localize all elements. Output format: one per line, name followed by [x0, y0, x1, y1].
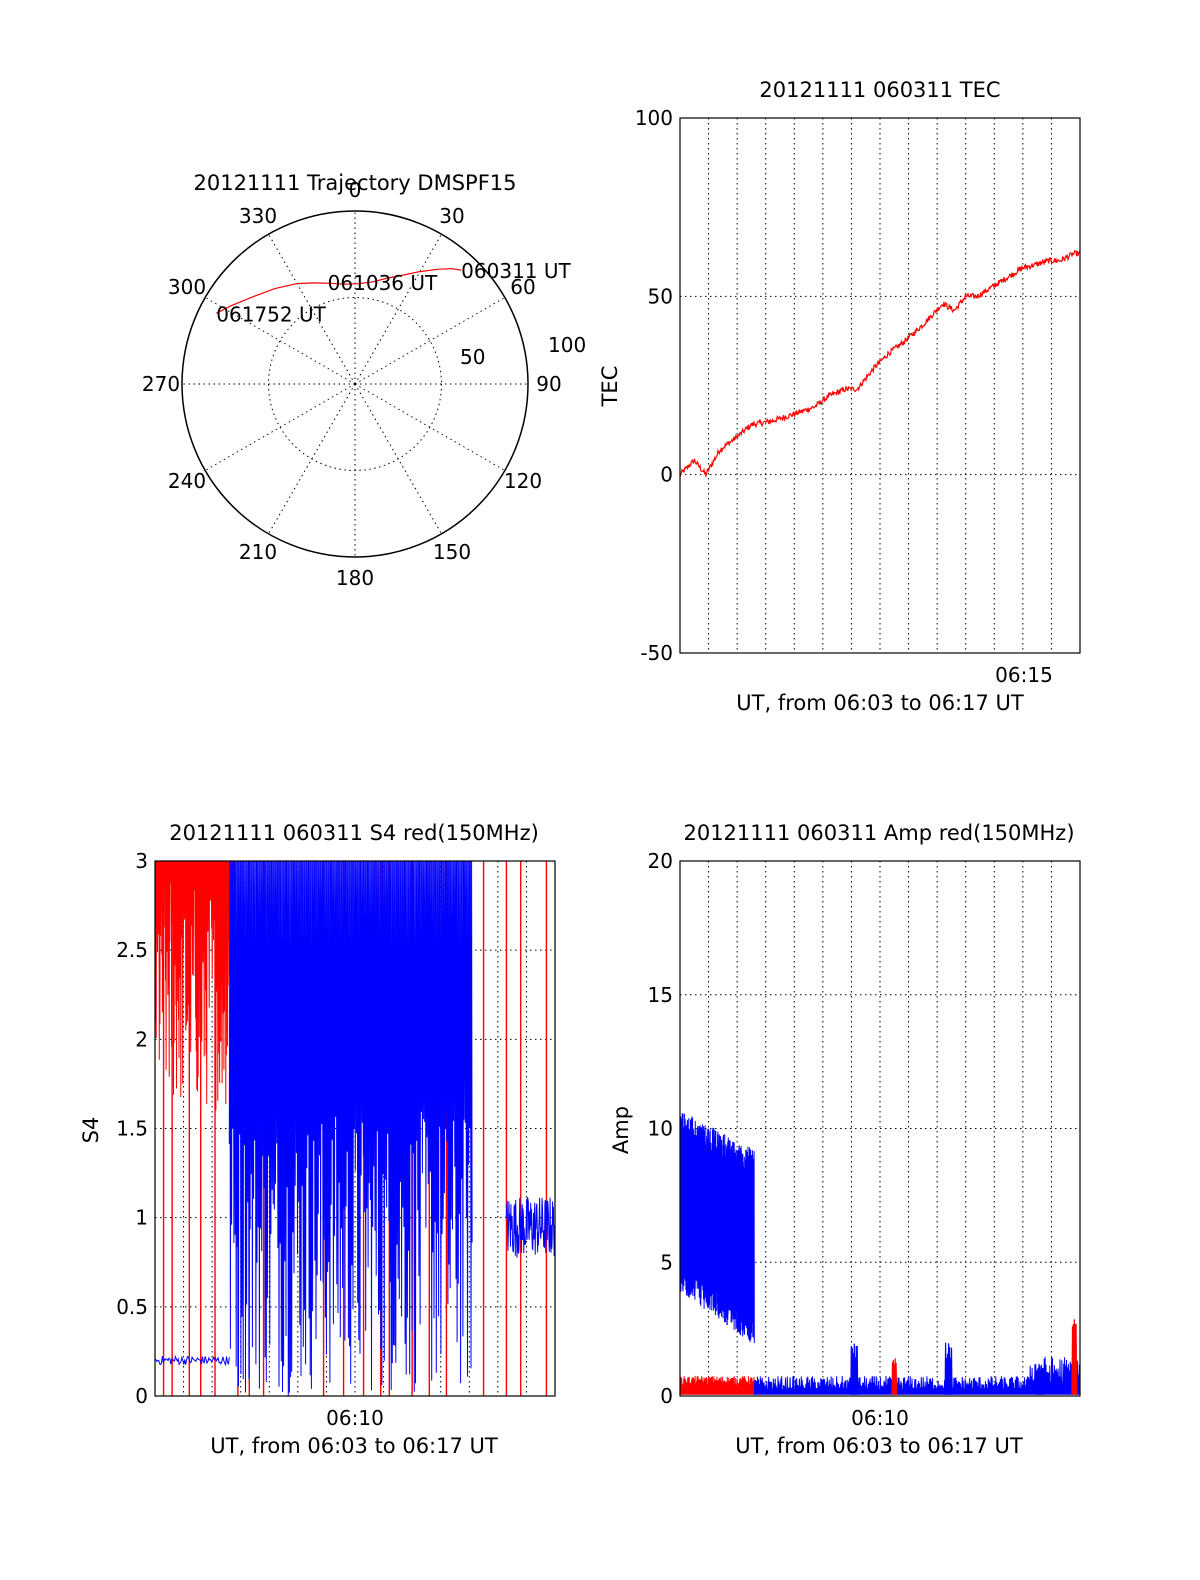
polar-spoke: [268, 233, 356, 385]
polar-spoke: [354, 383, 506, 471]
trajectory-time-label: 061752 UT: [216, 302, 326, 326]
s4-y-tick: 3: [135, 849, 148, 873]
polar-title: 20121111 Trajectory DMSPF15: [193, 171, 516, 195]
polar-radius-tick-50: 50: [460, 345, 485, 369]
polar-spoke: [354, 383, 442, 535]
s4-ylabel: S4: [79, 1117, 103, 1144]
polar-angle-tick: 270: [142, 372, 180, 396]
polar-angle-tick: 240: [168, 469, 206, 493]
s4-title: 20121111 060311 S4 red(150MHz): [169, 821, 539, 845]
amp-y-tick: 10: [648, 1117, 673, 1141]
amp-red-baseline: [679, 1375, 755, 1395]
tec-plot-frame: [679, 117, 1081, 654]
tec-xlabel: UT, from 06:03 to 06:17 UT: [736, 691, 1024, 715]
s4-xlabel: UT, from 06:03 to 06:17 UT: [210, 1434, 498, 1458]
polar-radius-tick-100: 100: [548, 333, 586, 357]
s4-red-series: [154, 860, 236, 1111]
polar-outer-circle: [181, 210, 529, 558]
polar-angle-tick: 150: [433, 540, 471, 564]
trajectory-line: [216, 268, 462, 314]
amp-blue-spike: [1036, 1363, 1044, 1395]
amp-y-tick: 5: [660, 1250, 673, 1274]
s4-y-tick: 0: [135, 1384, 148, 1408]
tec-y-ticks: -50 0 50 100: [635, 106, 673, 665]
polar-spoke: [354, 233, 442, 385]
s4-y-tick: 1.5: [116, 1117, 148, 1141]
amp-blue-spike: [850, 1343, 859, 1395]
s4-blue-tail: [505, 1197, 556, 1258]
polar-spoke: [268, 383, 356, 535]
polar-spoke: [204, 297, 356, 385]
amp-blue-burst: [679, 1113, 755, 1344]
s4-blue-baseline-start: [154, 1354, 230, 1367]
polar-angle-tick: 330: [239, 204, 277, 228]
tec-title: 20121111 060311 TEC: [759, 78, 1000, 102]
tec-ylabel: TEC: [598, 366, 622, 408]
trajectory-time-label: 061036 UT: [328, 271, 438, 295]
amp-blue-baseline: [753, 1356, 1081, 1395]
amp-y-tick: 20: [648, 849, 673, 873]
tec-y-tick: 0: [660, 463, 673, 487]
polar-angle-tick: 90: [536, 372, 561, 396]
trajectory-time-label: 060311 UT: [461, 259, 571, 283]
polar-spoke: [204, 383, 356, 471]
s4-y-tick: 2.5: [116, 938, 148, 962]
polar-angle-tick: 0: [349, 178, 362, 202]
amp-title: 20121111 060311 Amp red(150MHz): [683, 821, 1074, 845]
amp-red-spike: [1071, 1319, 1078, 1395]
tec-grid: [680, 118, 1080, 653]
s4-chart: 20121111 060311 S4 red(150MHz) 0 0.5 1 1.5 2…: [79, 821, 556, 1458]
amp-chart: 20121111 060311 Amp red(150MHz) 0 5 10 15 20…: [609, 821, 1081, 1458]
s4-y-tick: 1: [135, 1206, 148, 1230]
tec-x-tick: 06:15: [995, 663, 1053, 687]
polar-angle-tick: 120: [504, 469, 542, 493]
s4-series: [154, 860, 556, 1396]
amp-y-ticks: 0 5 10 15 20: [648, 849, 673, 1408]
polar-trajectory-chart: 20121111 Trajectory DMSPF15 0 30 60 90 120 15…: [142, 171, 586, 590]
tec-chart: 20121111 060311 TEC -50 0 50 100 06:15 UT, …: [598, 78, 1081, 715]
polar-angle-tick: 210: [239, 540, 277, 564]
polar-angle-tick: 300: [168, 275, 206, 299]
polar-spoke: [354, 297, 506, 385]
amp-x-tick: 06:10: [851, 1406, 909, 1430]
polar-angle-tick: 60: [510, 275, 535, 299]
polar-angle-tick: 30: [439, 204, 464, 228]
amp-red-spike: [891, 1358, 898, 1395]
amp-y-tick: 15: [648, 983, 673, 1007]
tec-y-tick: 50: [648, 284, 673, 308]
amp-blue-spike: [944, 1342, 953, 1395]
polar-grid: [181, 210, 529, 558]
polar-angle-ticks: 0 30 60 90 120 150 180 210 240 270 300 330: [142, 178, 562, 590]
tec-y-tick: -50: [640, 641, 673, 665]
s4-plot-frame: [154, 860, 556, 1397]
polar-angle-tick: 180: [336, 566, 374, 590]
amp-xlabel: UT, from 06:03 to 06:17 UT: [735, 1434, 1023, 1458]
tec-y-tick: 100: [635, 106, 673, 130]
amp-y-tick: 0: [660, 1384, 673, 1408]
tec-series-line: [679, 249, 1081, 479]
s4-x-tick: 06:10: [326, 1406, 384, 1430]
s4-y-ticks: 0 0.5 1 1.5 2 2.5 3: [116, 849, 148, 1408]
s4-y-tick: 0.5: [116, 1295, 148, 1319]
s4-blue-series: [228, 860, 473, 1396]
amp-ylabel: Amp: [609, 1106, 633, 1154]
amp-plot-frame: [679, 860, 1081, 1397]
s4-y-tick: 2: [135, 1027, 148, 1051]
amp-series: [679, 1113, 1081, 1395]
